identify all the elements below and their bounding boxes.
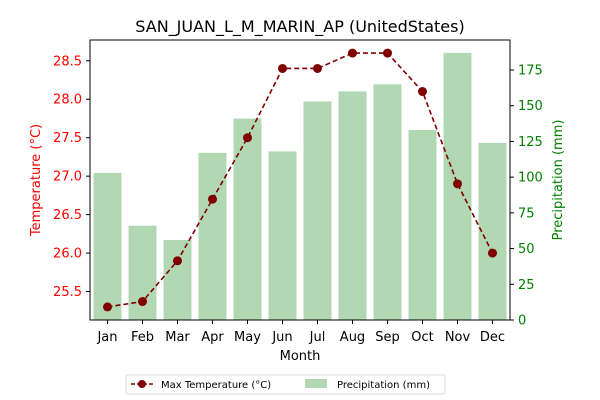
x-tick-label: Apr xyxy=(201,330,224,345)
y-left-tick-label: 26.0 xyxy=(53,247,82,262)
x-tick-label: Mar xyxy=(165,330,190,345)
temperature-point xyxy=(243,133,252,143)
chart-title: SAN_JUAN_L_M_MARIN_AP (UnitedStates) xyxy=(135,17,464,37)
legend-bar-swatch xyxy=(305,379,327,388)
temperature-point xyxy=(103,302,112,312)
y-right-tick-label: 175 xyxy=(518,64,543,79)
legend-box xyxy=(125,374,446,395)
y-right-tick-label: 25 xyxy=(518,278,535,293)
x-ticks: Jan Feb Mar Apr May Jun Jul Aug Sep Oct Nov Dec xyxy=(96,320,505,345)
x-tick-label: Jul xyxy=(309,330,326,345)
precipitation-bar xyxy=(373,84,402,321)
y-left-tick-label: 28.5 xyxy=(53,54,82,69)
temperature-point xyxy=(278,63,287,73)
y-right-tick-label: 0 xyxy=(518,314,526,329)
y-right-tick-label: 50 xyxy=(518,242,535,257)
x-tick-label: Jan xyxy=(96,330,117,345)
y-right-tick-label: 150 xyxy=(518,99,543,114)
y-right-tick-label: 100 xyxy=(518,171,543,186)
x-tick-label: Oct xyxy=(411,330,433,345)
y-left-tick-label: 28.0 xyxy=(53,93,82,108)
precipitation-bar xyxy=(233,118,262,320)
precipitation-bar xyxy=(478,142,507,320)
y-right-ticks: 0 25 50 75 100 125 150 175 xyxy=(510,64,543,329)
precipitation-bar xyxy=(338,91,367,320)
y-right-tick-label: 75 xyxy=(518,206,535,221)
x-tick-label: Aug xyxy=(340,330,365,345)
y-left-tick-label: 27.0 xyxy=(53,170,82,185)
temperature-point xyxy=(418,87,427,97)
temperature-point xyxy=(488,248,497,258)
legend-marker-swatch xyxy=(138,380,146,388)
x-tick-label: Dec xyxy=(480,330,505,345)
temperature-point xyxy=(313,63,322,73)
y-left-tick-label: 26.5 xyxy=(53,208,82,223)
temperature-point xyxy=(208,194,217,204)
temperature-point xyxy=(138,297,147,307)
temperature-line xyxy=(103,48,497,312)
x-tick-label: Jun xyxy=(271,330,292,345)
temperature-series-line xyxy=(107,52,494,308)
x-tick-label: Feb xyxy=(131,330,154,345)
precipitation-bar xyxy=(93,172,122,320)
plot-frame xyxy=(89,39,511,321)
x-tick-label: Nov xyxy=(445,330,471,345)
precipitation-bar xyxy=(268,151,297,320)
precipitation-bar xyxy=(408,130,437,320)
x-tick-label: May xyxy=(234,330,261,345)
temperature-point xyxy=(173,256,182,266)
temperature-point xyxy=(348,48,357,58)
y-right-tick-label: 125 xyxy=(518,135,543,150)
precipitation-bar xyxy=(163,240,192,320)
x-tick-label: Sep xyxy=(375,330,400,345)
precipitation-bars xyxy=(93,52,507,321)
y-left-tick-label: 27.5 xyxy=(53,131,82,146)
y-right-axis-title: Precipitation (mm) xyxy=(551,120,566,241)
y-left-tick-label: 25.5 xyxy=(53,285,82,300)
legend: Max Temperature (°C) Precipitation (mm) xyxy=(125,374,446,395)
legend-label-temperature: Max Temperature (°C) xyxy=(161,380,271,391)
precipitation-bar xyxy=(303,101,332,320)
precipitation-bar xyxy=(198,152,227,320)
temperature-point xyxy=(453,179,462,189)
y-left-ticks: 25.5 26.0 26.5 27.0 27.5 28.0 28.5 xyxy=(53,54,90,300)
x-axis-title: Month xyxy=(280,349,321,364)
y-left-axis-title: Temperature (°C) xyxy=(29,124,44,237)
legend-label-precipitation: Precipitation (mm) xyxy=(337,380,430,391)
temperature-point xyxy=(383,48,392,58)
axes xyxy=(89,39,511,321)
